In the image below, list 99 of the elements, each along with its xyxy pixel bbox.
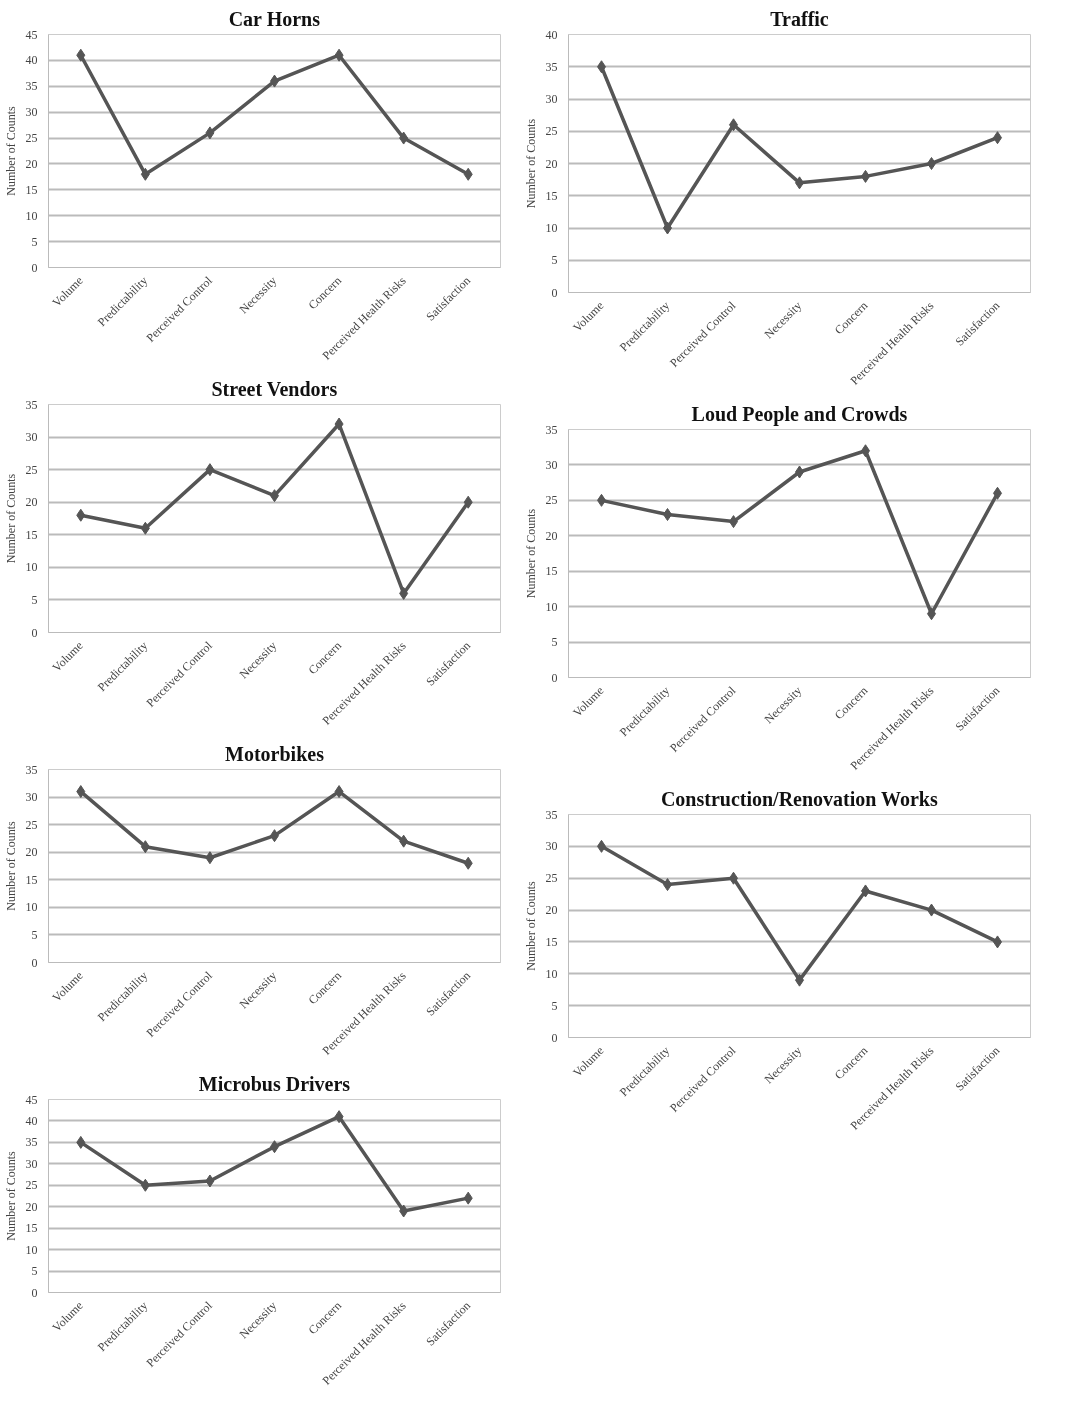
y-tick-label: 35 (25, 1135, 38, 1150)
y-tick-label: 20 (25, 495, 38, 510)
y-tick-label: 45 (25, 27, 38, 42)
y-tick-label: 0 (551, 285, 558, 300)
point (463, 167, 473, 181)
point (399, 1204, 409, 1218)
y-tick-label: 25 (545, 493, 558, 508)
point (205, 126, 215, 140)
chart-title: Construction/Renovation Works (660, 787, 938, 810)
y-tick-label: 10 (545, 599, 558, 614)
y-tick-label: 15 (25, 872, 38, 887)
y-tick-label: 25 (545, 124, 558, 139)
y-tick-label: 15 (25, 182, 38, 197)
y-tick-label: 35 (25, 79, 38, 94)
y-tick-label: 15 (25, 1221, 38, 1236)
y-tick-label: 40 (25, 1113, 38, 1128)
y-tick-label: 20 (545, 903, 558, 918)
y-axis-title: Number of Counts (3, 1151, 18, 1241)
y-tick-label: 25 (25, 817, 38, 832)
y-tick-label: 35 (545, 422, 558, 437)
y-tick-label: 5 (551, 998, 558, 1013)
y-tick-label: 35 (545, 807, 558, 822)
y-axis-title: Number of Counts (523, 118, 538, 209)
y-tick-label: 40 (25, 53, 38, 68)
chart-title: Loud People and Crowds (691, 402, 908, 426)
y-tick-label: 10 (545, 966, 558, 981)
y-tick-label: 0 (31, 260, 38, 275)
y-tick-label: 5 (551, 253, 558, 268)
point (463, 495, 473, 509)
point (463, 856, 473, 870)
y-tick-label: 20 (25, 156, 38, 171)
y-tick-label: 20 (25, 1199, 38, 1214)
chart-title: Traffic (770, 7, 829, 30)
point (334, 48, 344, 62)
y-tick-label: 30 (545, 92, 558, 106)
chart-title: Car Horns (228, 7, 321, 30)
y-tick-label: 10 (25, 208, 38, 223)
y-tick-label: 0 (551, 670, 558, 685)
y-tick-label: 10 (545, 221, 558, 235)
point (334, 417, 344, 431)
y-tick-label: 30 (545, 839, 558, 854)
point (399, 131, 409, 145)
y-tick-label: 5 (551, 635, 558, 650)
y-tick-label: 25 (25, 1178, 38, 1193)
y-tick-label: 30 (25, 105, 38, 120)
point (334, 1110, 344, 1124)
y-axis-title: Number of Counts (3, 106, 18, 196)
y-tick-label: 0 (551, 1030, 558, 1045)
y-tick-label: 35 (25, 762, 38, 777)
y-tick-label: 0 (31, 955, 38, 970)
point (140, 840, 150, 854)
y-tick-label: 10 (25, 560, 38, 575)
y-tick-label: 5 (31, 234, 38, 249)
y-axis-title: Number of Counts (523, 508, 538, 599)
y-tick-label: 30 (25, 1156, 38, 1171)
y-tick-label: 40 (545, 27, 558, 42)
y-tick-label: 15 (545, 564, 558, 579)
point (399, 586, 409, 600)
y-tick-label: 20 (545, 528, 558, 543)
point (205, 851, 215, 865)
y-tick-label: 30 (25, 430, 38, 445)
y-tick-label: 10 (25, 1242, 38, 1257)
y-tick-label: 15 (25, 527, 38, 542)
y-tick-label: 30 (25, 790, 38, 805)
point (140, 1178, 150, 1192)
chart-title: Motorbikes (225, 742, 325, 765)
point (205, 463, 215, 477)
y-tick-label: 0 (31, 625, 38, 640)
y-tick-label: 20 (25, 845, 38, 860)
point (140, 521, 150, 535)
y-tick-label: 15 (545, 188, 558, 203)
y-tick-label: 15 (545, 934, 558, 949)
y-tick-label: 5 (31, 1264, 38, 1279)
point (334, 785, 344, 799)
point (76, 48, 86, 62)
y-tick-label: 25 (545, 871, 558, 886)
y-axis-title: Number of Counts (523, 881, 538, 971)
point (399, 834, 409, 848)
y-tick-label: 20 (545, 156, 558, 171)
y-tick-label: 45 (25, 1092, 38, 1107)
point (76, 1135, 86, 1149)
chart-title: Street Vendors (211, 377, 338, 400)
point (205, 1174, 215, 1188)
y-axis-title: Number of Counts (3, 821, 18, 911)
y-tick-label: 5 (31, 592, 38, 607)
point (463, 1191, 473, 1205)
y-axis-title: Number of Counts (3, 473, 18, 564)
point (76, 508, 86, 522)
y-tick-label: 35 (25, 397, 38, 412)
y-tick-label: 10 (25, 900, 38, 915)
y-tick-label: 35 (545, 59, 558, 74)
y-tick-label: 25 (25, 131, 38, 146)
point (76, 785, 86, 799)
y-tick-label: 0 (31, 1285, 38, 1300)
y-tick-label: 25 (25, 462, 38, 477)
y-tick-label: 30 (545, 457, 558, 472)
y-tick-label: 5 (31, 927, 38, 942)
chart-title: Microbus Drivers (198, 1072, 351, 1095)
point (140, 167, 150, 181)
